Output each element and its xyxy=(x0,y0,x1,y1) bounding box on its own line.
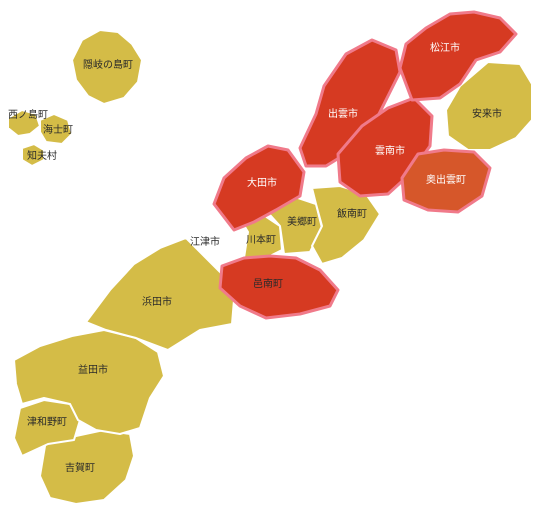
region-nishinoshima[interactable] xyxy=(7,109,41,137)
label-hamada: 浜田市 xyxy=(142,297,172,308)
label-yasugi: 安来市 xyxy=(472,109,502,120)
label-ohda: 大田市 xyxy=(247,178,277,189)
label-izumo: 出雲市 xyxy=(328,109,358,120)
label-misato: 美郷町 xyxy=(287,217,317,228)
region-ama[interactable] xyxy=(39,113,73,145)
label-gotsu: 江津市 xyxy=(190,237,220,248)
region-okuizumo[interactable] xyxy=(400,148,492,214)
region-yasugi[interactable] xyxy=(445,61,533,151)
region-yoshika[interactable] xyxy=(39,429,135,505)
label-yoshika: 吉賀町 xyxy=(65,463,95,474)
region-matsue[interactable] xyxy=(398,10,518,102)
label-onan: 邑南町 xyxy=(253,279,283,290)
label-tsuwano: 津和野町 xyxy=(27,417,67,428)
label-chibu: 知夫村 xyxy=(27,151,57,162)
label-iinan: 飯南町 xyxy=(337,209,367,220)
label-unnan: 雲南市 xyxy=(375,146,405,157)
region-tsuwano[interactable] xyxy=(13,399,81,457)
label-kawamoto: 川本町 xyxy=(246,235,276,246)
region-masuda[interactable] xyxy=(13,329,165,435)
region-chibu[interactable] xyxy=(21,143,45,167)
region-iinan[interactable] xyxy=(311,185,381,265)
label-masuda: 益田市 xyxy=(78,365,108,376)
region-onan[interactable] xyxy=(218,254,340,320)
label-matsue: 松江市 xyxy=(430,43,460,54)
label-nishinoshima: 西ノ島町 xyxy=(8,110,48,121)
region-oki[interactable] xyxy=(71,29,143,105)
region-ohda[interactable] xyxy=(212,144,306,232)
label-oki: 隠岐の島町 xyxy=(83,60,133,71)
label-okuizumo: 奥出雲町 xyxy=(426,175,466,186)
label-ama: 海士町 xyxy=(43,125,73,136)
